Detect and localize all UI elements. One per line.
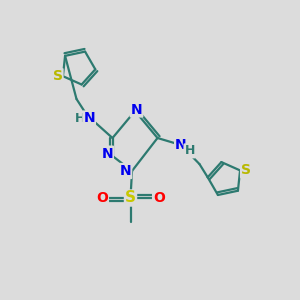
- Text: S: S: [52, 69, 62, 83]
- Text: O: O: [153, 191, 165, 205]
- Text: N: N: [175, 138, 187, 152]
- Text: H: H: [75, 112, 85, 125]
- Text: N: N: [101, 147, 113, 160]
- Text: H: H: [184, 144, 195, 158]
- Text: S: S: [241, 164, 251, 177]
- Text: N: N: [131, 103, 142, 116]
- Text: N: N: [120, 164, 131, 178]
- Text: O: O: [96, 191, 108, 205]
- Text: N: N: [83, 112, 95, 125]
- Text: S: S: [125, 190, 136, 206]
